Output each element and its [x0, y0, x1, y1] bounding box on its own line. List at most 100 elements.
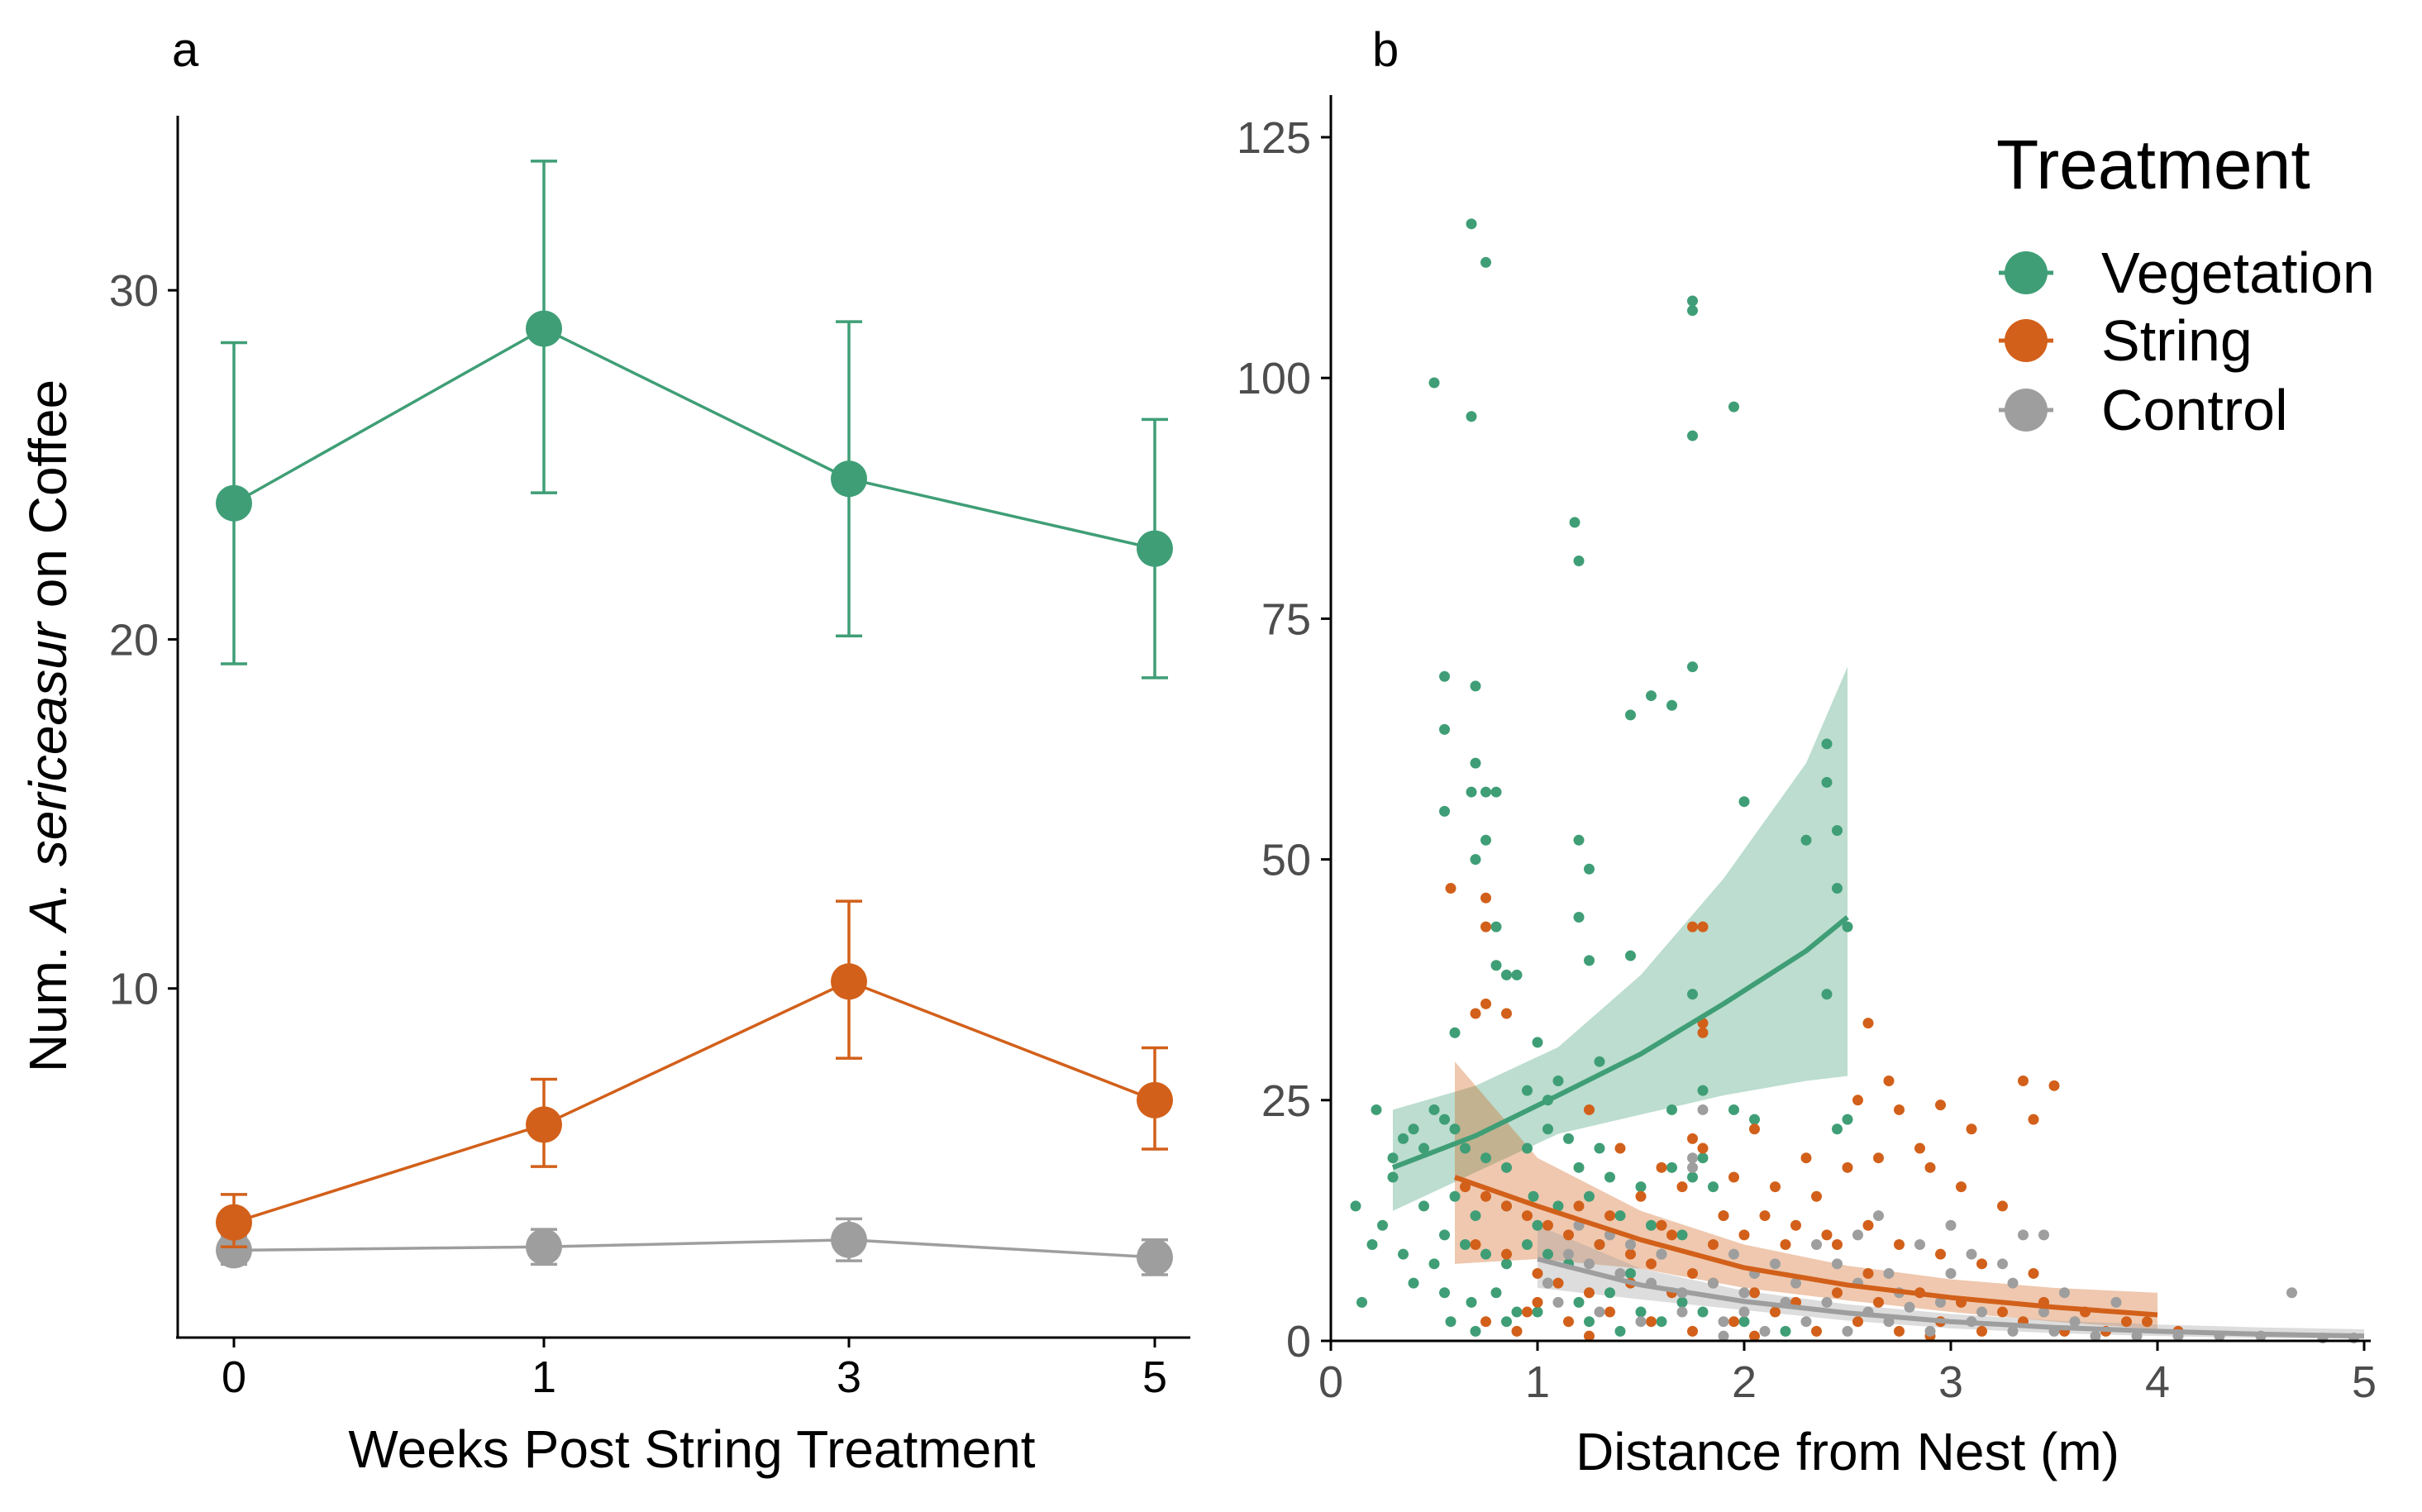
scatter-point	[1356, 1296, 1367, 1308]
scatter-point	[1728, 1316, 1739, 1328]
scatter-point	[1542, 1219, 1553, 1231]
scatter-point	[1614, 1142, 1626, 1154]
scatter-point	[1522, 1085, 1533, 1096]
scatter-point	[1749, 1330, 1760, 1342]
scatter-point	[1738, 796, 1750, 808]
scatter-point	[1522, 1210, 1533, 1222]
scatter-point	[1604, 1210, 1615, 1222]
scatter-point	[1790, 1219, 1801, 1231]
scatter-point	[1646, 1258, 1657, 1270]
scatter-point	[1466, 1296, 1477, 1308]
scatter-point	[1398, 1133, 1409, 1144]
scatter-point	[1480, 998, 1491, 1009]
scatter-point	[1832, 1287, 1843, 1299]
scatter-point	[1656, 1219, 1667, 1231]
scatter-point	[1584, 863, 1595, 875]
scatter-point	[1666, 1229, 1677, 1241]
data-point	[526, 1228, 562, 1266]
scatter-point	[2007, 1277, 2019, 1289]
y-tick-label: 0	[1286, 1317, 1311, 1367]
panel-a: a 10 20 30 0 1 3 5 Weeks Post String Treatmen…	[18, 23, 1190, 1479]
scatter-point	[1428, 377, 1440, 389]
scatter-point	[1821, 776, 1833, 788]
scatter-point	[2028, 1267, 2039, 1279]
scatter-point	[1718, 1210, 1729, 1222]
x-tick-label: 4	[2145, 1357, 2170, 1407]
scatter-point	[1656, 1316, 1667, 1328]
scatter-point	[1604, 1306, 1615, 1318]
scatter-point	[1914, 1239, 1925, 1251]
y-tick-label: 100	[1237, 354, 1311, 403]
scatter-point	[1832, 1258, 1843, 1270]
scatter-point	[1862, 1219, 1874, 1231]
scatter-point	[2059, 1287, 2070, 1299]
scatter-point	[1687, 430, 1698, 441]
data-point	[1137, 1238, 1173, 1276]
x-tick-label: 0	[222, 1352, 246, 1402]
data-point	[1137, 530, 1173, 567]
scatter-point	[1604, 1171, 1615, 1183]
scatter-point	[1460, 1142, 1471, 1154]
scatter-point	[1821, 738, 1833, 750]
scatter-point	[1466, 786, 1477, 798]
scatter-point	[1821, 1296, 1833, 1308]
scatter-point	[1439, 1287, 1450, 1299]
scatter-point	[1522, 1306, 1533, 1318]
x-tick-label: 1	[532, 1352, 556, 1402]
panel-b-fit-lines	[1391, 915, 2365, 1339]
scatter-point	[1800, 1152, 1812, 1164]
scatter-point	[1873, 1210, 1884, 1222]
scatter-point	[1749, 1287, 1760, 1299]
scatter-point	[1832, 1123, 1843, 1135]
scatter-point	[1532, 1037, 1543, 1048]
scatter-point	[1573, 1161, 1585, 1173]
scatter-point	[1697, 1085, 1709, 1096]
scatter-point	[1584, 955, 1595, 966]
x-tick-label: 5	[2352, 1357, 2377, 1407]
scatter-point	[1676, 1229, 1688, 1241]
scatter-point	[1584, 1104, 1595, 1115]
scatter-point	[1480, 1152, 1491, 1164]
scatter-point	[1780, 1325, 1791, 1337]
legend-item-string: String	[1999, 308, 2253, 373]
data-point	[526, 1106, 562, 1143]
scatter-point	[1924, 1161, 1936, 1173]
scatter-point	[1832, 1239, 1843, 1251]
scatter-point	[1573, 556, 1585, 567]
scatter-point	[1935, 1099, 1946, 1111]
panel-a-series	[216, 160, 1173, 1276]
panel-b-ribbons	[1393, 666, 2364, 1339]
scatter-point	[1790, 1277, 1801, 1289]
y-tick-label: 75	[1261, 594, 1311, 644]
legend-key-string	[2005, 319, 2048, 362]
scatter-point	[1614, 1210, 1626, 1222]
scatter-point	[1625, 1267, 1636, 1279]
legend-item-vegetation: Vegetation	[1999, 241, 2375, 305]
scatter-point	[1935, 1296, 1946, 1308]
scatter-point	[1635, 1181, 1647, 1193]
data-point	[216, 484, 252, 522]
series-line	[233, 980, 1156, 1224]
scatter-point	[1563, 1248, 1574, 1260]
scatter-point	[1445, 883, 1457, 894]
scatter-point	[1883, 1267, 1895, 1279]
scatter-point	[1646, 1219, 1657, 1231]
scatter-point	[1738, 1287, 1750, 1299]
scatter-point	[1676, 1296, 1688, 1308]
scatter-point	[1501, 1008, 1512, 1019]
y-title-species: A. sericeasur	[18, 620, 78, 934]
scatter-point	[1945, 1267, 1957, 1279]
scatter-point	[1625, 950, 1636, 961]
scatter-point	[1408, 1277, 1419, 1289]
scatter-point	[1852, 1229, 1863, 1241]
y-title-part-3: on Coffee	[18, 379, 78, 622]
scatter-point	[1914, 1142, 1925, 1154]
scatter-point	[1428, 1104, 1440, 1115]
y-tick-label: 10	[109, 965, 159, 1014]
y-tick-label: 25	[1261, 1076, 1311, 1126]
scatter-point	[1708, 1181, 1719, 1193]
scatter-point	[1811, 1239, 1822, 1251]
scatter-point	[1842, 1325, 1853, 1337]
scatter-point	[1501, 1161, 1512, 1173]
